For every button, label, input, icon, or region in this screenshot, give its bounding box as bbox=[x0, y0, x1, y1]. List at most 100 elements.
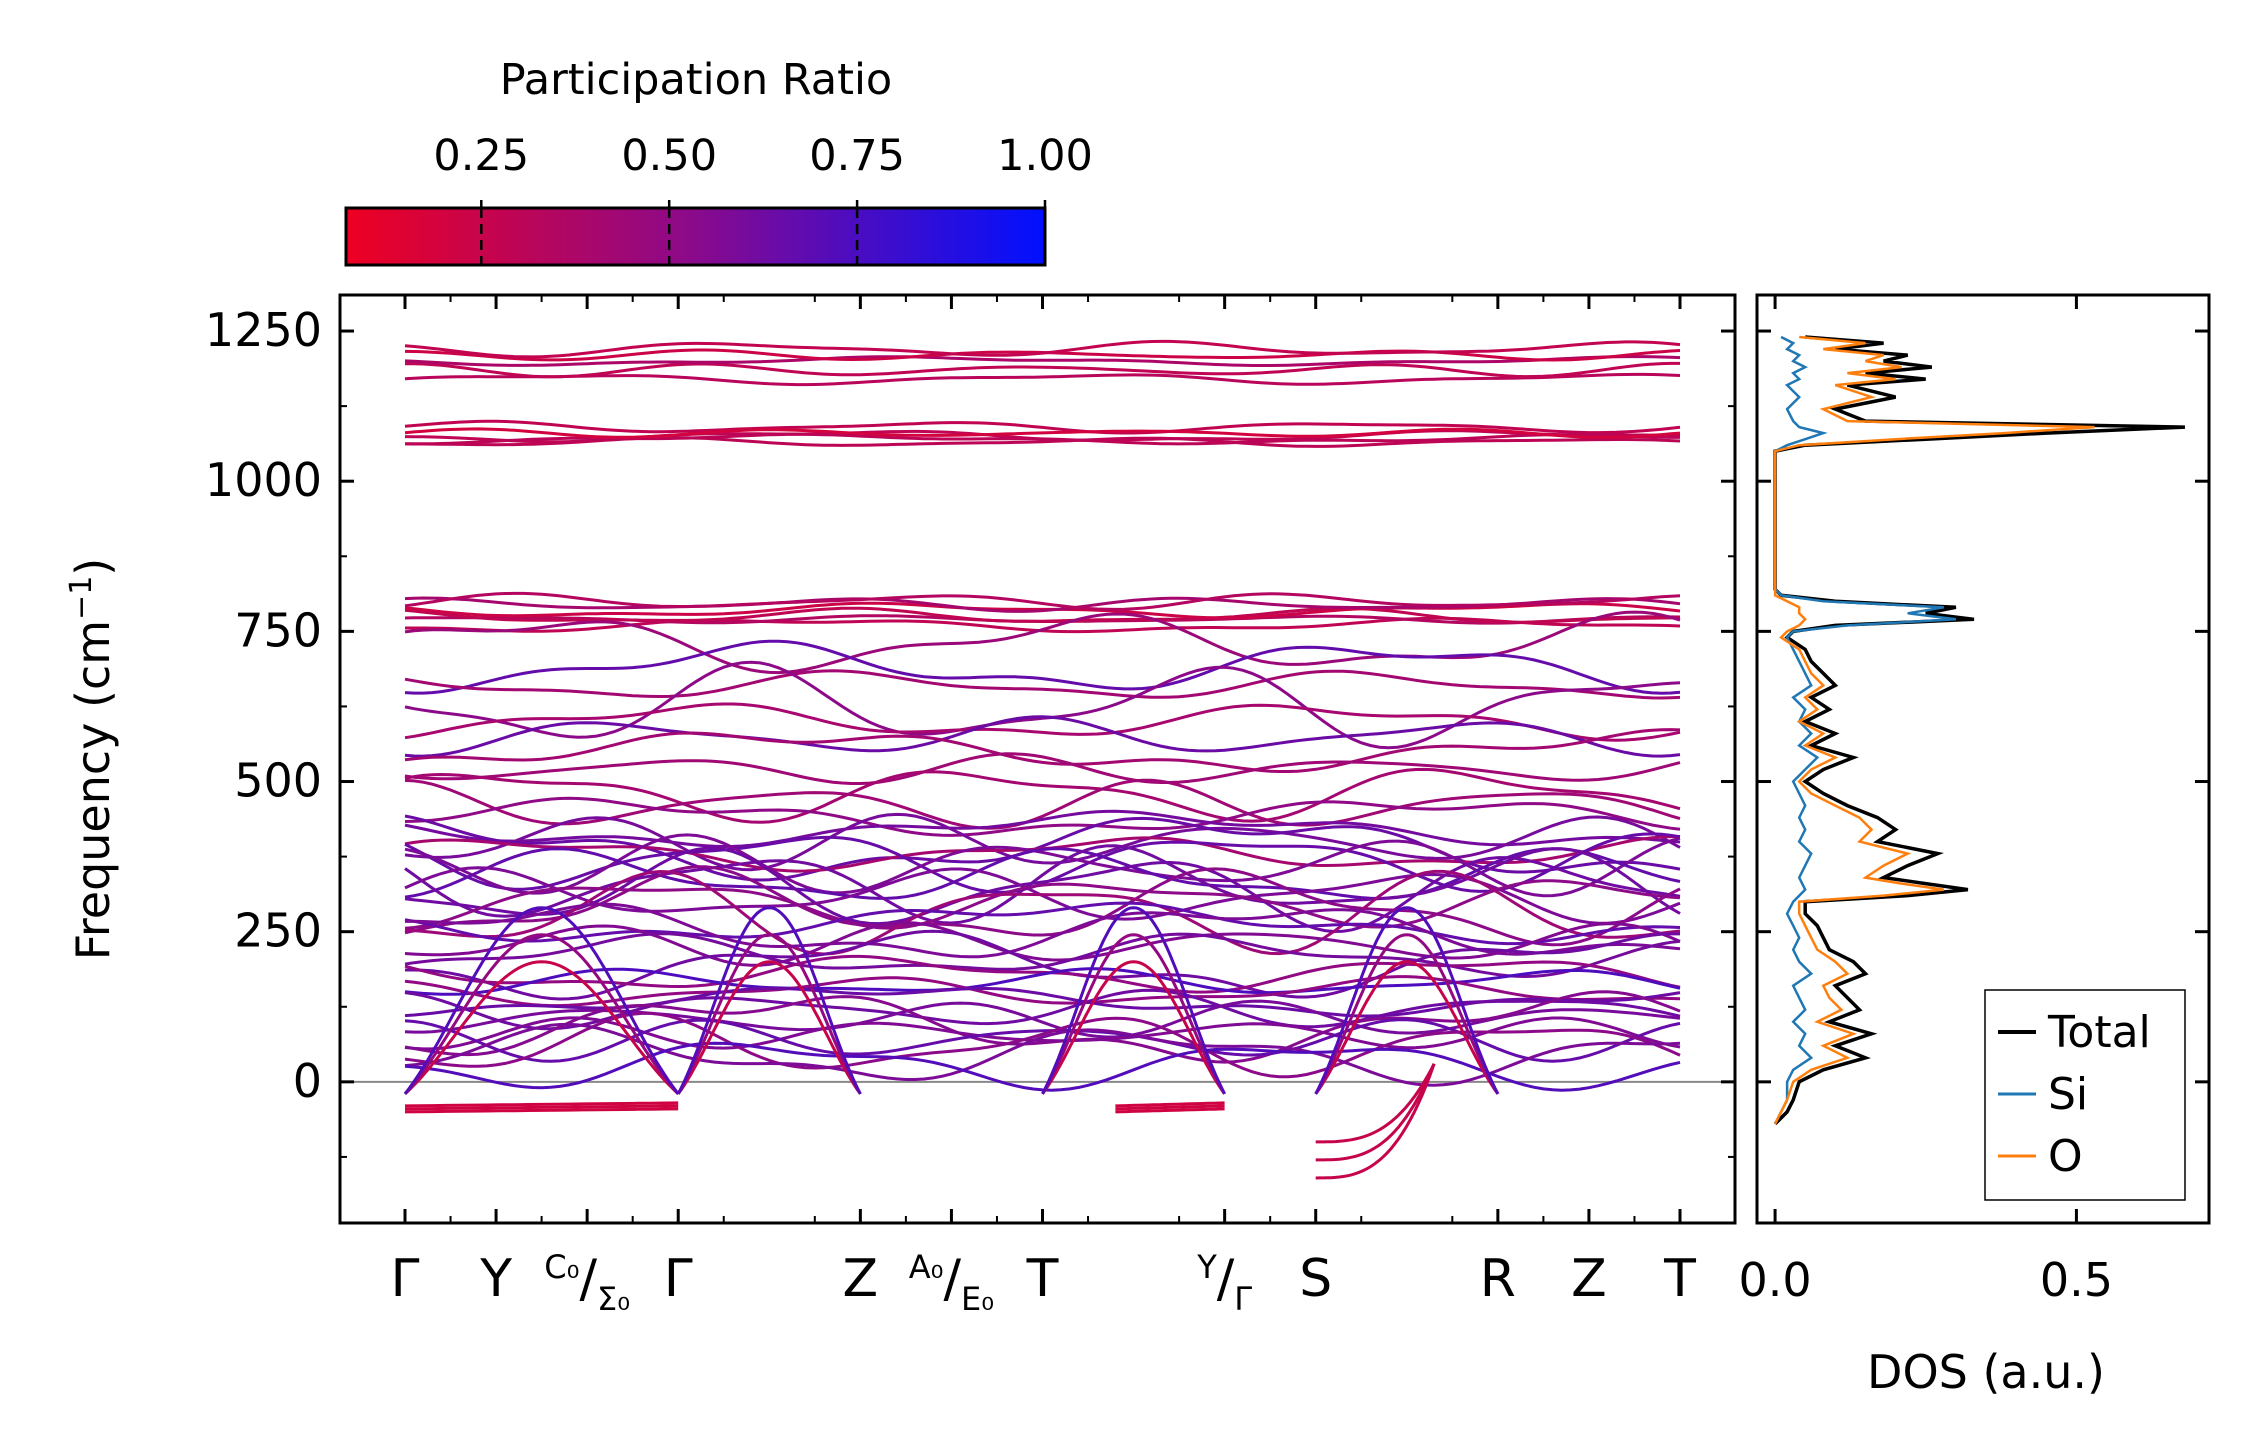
band-imaginary bbox=[1315, 1063, 1436, 1180]
kpoint-label: T bbox=[1663, 1249, 1696, 1309]
y-axis-label: Frequency (cm−1) bbox=[64, 558, 120, 961]
band-acoustic bbox=[1041, 906, 1226, 1095]
band-acoustic bbox=[403, 933, 680, 1095]
band-acoustic bbox=[403, 906, 680, 1095]
band-mid bbox=[404, 865, 1681, 947]
band-mid bbox=[404, 702, 1681, 742]
legend-label: O bbox=[2048, 1131, 2083, 1182]
band-imaginary bbox=[1115, 1104, 1225, 1111]
kpoint-label: R bbox=[1480, 1249, 1516, 1309]
dos-ticks: 0.0 0.5 bbox=[1739, 295, 2209, 1307]
band-mid bbox=[404, 921, 1681, 967]
main-axes-frame bbox=[338, 293, 1737, 1225]
band-low bbox=[404, 1018, 1681, 1063]
colorbar-tick-label: 0.25 bbox=[433, 131, 529, 181]
y-tick-label: 1250 bbox=[205, 303, 322, 357]
legend-items: Total Si O bbox=[1998, 1007, 2151, 1182]
band-high bbox=[404, 339, 1681, 359]
band-mid bbox=[404, 847, 1681, 900]
colorbar-tick-label: 0.75 bbox=[809, 131, 905, 181]
y-tick-label: 0 bbox=[293, 1054, 322, 1108]
band-imaginary bbox=[1315, 1063, 1436, 1162]
kpoint-label: A₀/E₀ bbox=[909, 1248, 994, 1318]
kpoint-label: Γ bbox=[391, 1249, 420, 1309]
band-high bbox=[404, 372, 1681, 387]
band-mid bbox=[404, 796, 1681, 837]
band-mid bbox=[404, 879, 1681, 930]
y-tick-label: 500 bbox=[234, 754, 322, 808]
band-acoustic bbox=[403, 960, 680, 1095]
band-high bbox=[404, 355, 1681, 367]
band-mid bbox=[404, 767, 1681, 824]
band-low bbox=[404, 988, 1681, 1031]
legend: Total Si O bbox=[1984, 989, 2186, 1201]
band-imaginary bbox=[1115, 1101, 1225, 1108]
band-low bbox=[404, 1022, 1681, 1087]
dos-curves bbox=[1773, 335, 2185, 1126]
kpoint-label: Y/Γ bbox=[1196, 1248, 1252, 1318]
phonon-bands bbox=[340, 339, 1735, 1180]
band-mid bbox=[404, 669, 1681, 700]
band-mid bbox=[404, 778, 1681, 830]
y-tick-label: 1000 bbox=[205, 453, 322, 507]
colorbar-title: Participation Ratio bbox=[500, 55, 893, 105]
y-tick-label: 750 bbox=[234, 603, 322, 657]
band-high bbox=[404, 436, 1681, 448]
y-tick-label: 250 bbox=[234, 904, 322, 958]
band-low bbox=[404, 1041, 1681, 1092]
legend-label: Si bbox=[2048, 1069, 2088, 1120]
main-y-ticks: 0 250 500 750 1000 1250 bbox=[205, 303, 1735, 1158]
band-acoustic bbox=[1041, 960, 1226, 1095]
band-low bbox=[405, 929, 1681, 1001]
kpoint-label: T bbox=[1026, 1249, 1059, 1309]
dos-x-tick-label: 0.5 bbox=[2040, 1253, 2113, 1307]
kpoint-label: C₀/Σ₀ bbox=[544, 1248, 630, 1318]
dos-line-o bbox=[1773, 335, 2095, 1125]
band-acoustic bbox=[1314, 960, 1500, 1095]
dos-panel: 0.0 0.5 DOS (a.u.) Total Si O bbox=[1739, 293, 2211, 1399]
band-imaginary bbox=[1115, 1107, 1225, 1114]
kpoint-label: Y bbox=[479, 1249, 512, 1309]
band-low bbox=[404, 954, 1681, 994]
band-mid bbox=[404, 715, 1681, 758]
band-mid bbox=[404, 869, 1681, 956]
colorbar-tick-label: 1.00 bbox=[997, 131, 1093, 181]
dos-line-si bbox=[1773, 335, 1957, 1125]
band-mid bbox=[404, 902, 1681, 959]
kpoint-label: Z bbox=[843, 1249, 879, 1309]
band-imaginary bbox=[404, 1101, 679, 1108]
band-low bbox=[404, 975, 1681, 1008]
dos-x-axis-label: DOS (a.u.) bbox=[1867, 1345, 2105, 1399]
band-high bbox=[405, 361, 1680, 379]
dos-line-total bbox=[1773, 335, 2185, 1126]
colorbar-tick-label: 0.50 bbox=[621, 131, 717, 181]
band-mid bbox=[404, 752, 1681, 785]
band-low bbox=[404, 999, 1681, 1039]
main-x-ticks: Γ Y C₀/Σ₀ Γ Z A₀/E₀ T Y/Γ S R Z T bbox=[391, 295, 1696, 1318]
band-mid bbox=[404, 901, 1681, 946]
band-mid bbox=[404, 809, 1681, 849]
band-high bbox=[404, 591, 1681, 611]
band-mid bbox=[404, 812, 1681, 872]
band-mid bbox=[404, 660, 1681, 750]
band-high bbox=[404, 427, 1681, 439]
band-mid bbox=[404, 610, 1681, 675]
band-acoustic bbox=[676, 960, 862, 1095]
dos-x-tick-label: 0.0 bbox=[1739, 1253, 1812, 1307]
colorbar-gradient bbox=[344, 206, 1047, 267]
band-mid bbox=[404, 728, 1681, 773]
band-acoustic bbox=[1314, 933, 1500, 1095]
band-high bbox=[404, 606, 1681, 624]
band-acoustic bbox=[676, 933, 862, 1095]
band-mid bbox=[404, 639, 1681, 695]
legend-label: Total bbox=[2047, 1007, 2151, 1058]
band-low bbox=[404, 967, 1681, 996]
band-acoustic bbox=[1041, 933, 1226, 1095]
kpoint-label: S bbox=[1299, 1249, 1332, 1309]
band-imaginary bbox=[404, 1107, 679, 1114]
colorbar: Participation Ratio 0.25 0.50 0.75 1.00 bbox=[344, 55, 1093, 267]
band-high bbox=[404, 419, 1681, 435]
kpoint-label: Z bbox=[1571, 1249, 1607, 1309]
